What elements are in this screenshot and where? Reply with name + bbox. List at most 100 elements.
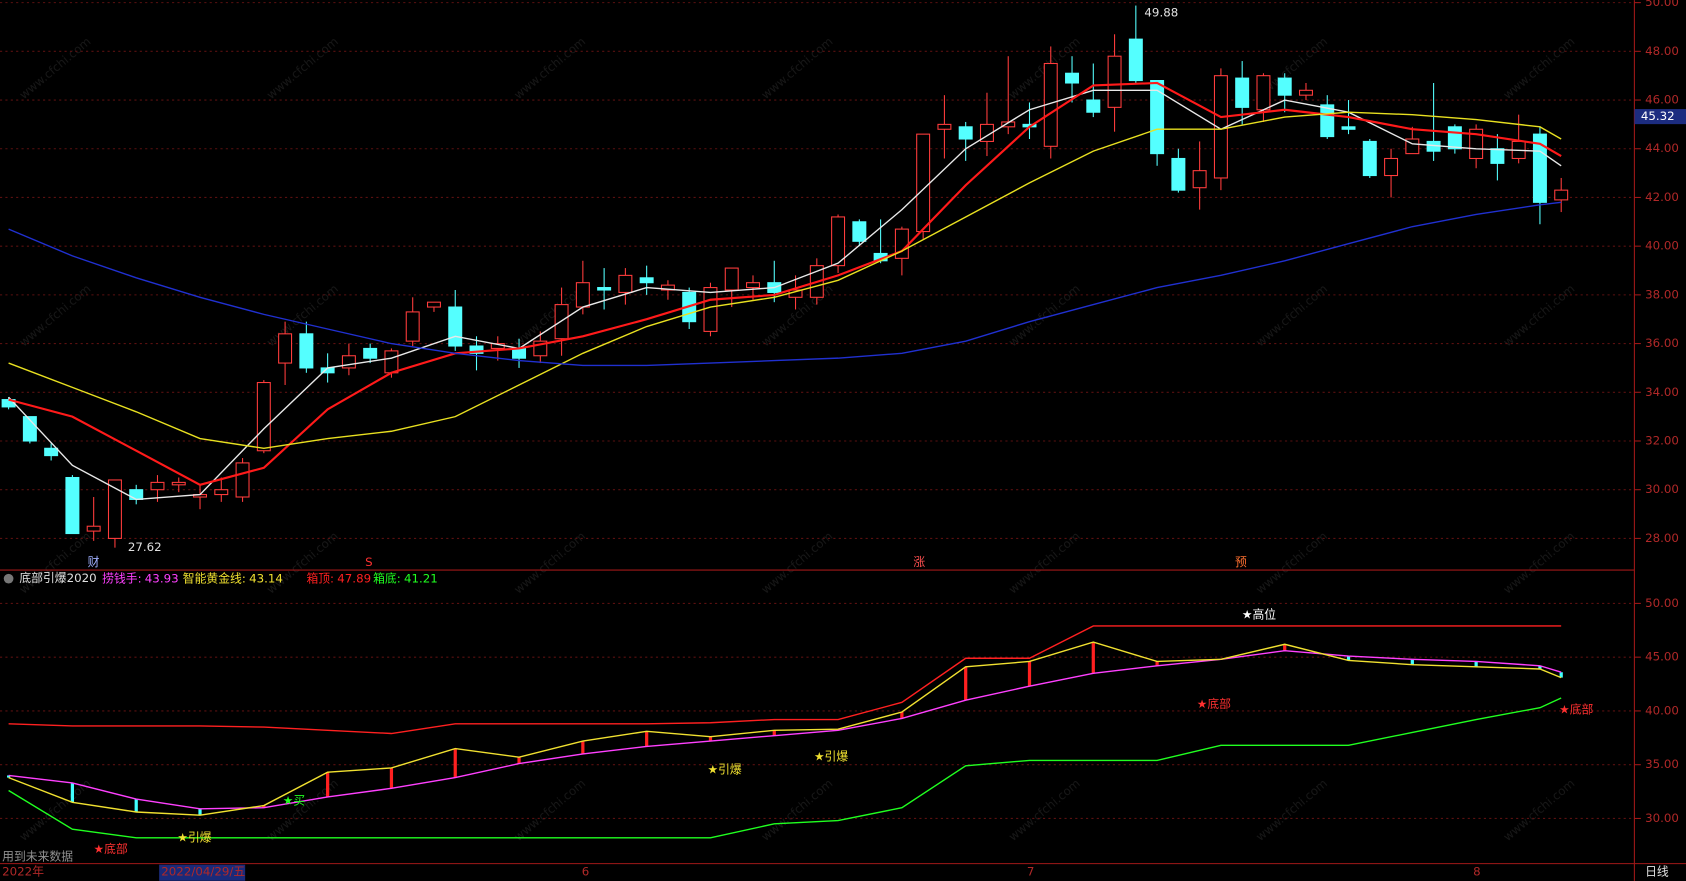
candle-body — [660, 284, 675, 291]
x-axis-label: 2022/04/29/五 — [161, 865, 245, 879]
candle-body — [639, 277, 654, 284]
candle-body — [214, 489, 229, 496]
event-marker: S — [365, 555, 373, 569]
annotation: ★引爆 — [708, 763, 742, 777]
candle-body — [958, 126, 973, 140]
candle-body — [129, 489, 144, 500]
candle-body — [363, 347, 378, 359]
candle-body — [469, 345, 484, 354]
candle-body — [894, 228, 909, 259]
x-axis-label: 7 — [1027, 865, 1035, 879]
legend-value: 41.21 — [404, 571, 438, 585]
candle-body — [597, 287, 612, 291]
indicator-line — [8, 650, 1562, 810]
indicator-line — [8, 89, 1562, 501]
price-box — [1634, 109, 1686, 125]
candle-body — [703, 287, 718, 332]
date-highlight — [159, 864, 246, 881]
candle-body — [384, 350, 399, 374]
candle-body — [1235, 77, 1250, 108]
legend-value: 47.89 — [337, 571, 371, 585]
candle-body — [1362, 140, 1377, 177]
candle-body — [107, 479, 122, 539]
candle-body — [426, 301, 441, 308]
y-tick-label: 35.00 — [1645, 757, 1679, 771]
candle-body — [341, 355, 356, 369]
indicator-line — [8, 201, 1562, 367]
candle-body — [1107, 55, 1122, 108]
price-label: 45.32 — [1641, 109, 1675, 123]
y-tick-label: 45.00 — [1645, 650, 1679, 664]
candle-body — [235, 462, 250, 498]
candle-body — [1086, 99, 1101, 113]
low-label: 27.62 — [128, 540, 162, 554]
annotation: ★买 — [283, 794, 306, 808]
candle-body — [724, 267, 739, 291]
candle-body — [1554, 189, 1569, 201]
candle-body — [405, 311, 420, 342]
legend-entry: 智能黄金线: 43.14 — [183, 571, 283, 585]
indicator-line — [8, 111, 1562, 450]
indicator-line — [8, 697, 1562, 839]
y-tick-label: 40.00 — [1645, 239, 1679, 253]
candle-body — [299, 333, 314, 369]
candle-body — [1490, 148, 1505, 164]
legend-value: 43.14 — [249, 571, 283, 585]
candle-body — [44, 447, 59, 457]
x-axis-label: 2022年 — [2, 865, 44, 879]
candle-body — [1065, 72, 1080, 84]
legend-name: 箱顶: — [306, 571, 334, 585]
annotation: ★底部 — [1197, 697, 1231, 711]
legend-entry: 捞钱手: 43.93 — [102, 571, 178, 585]
indicator-line — [8, 81, 1562, 486]
candle-body — [575, 282, 590, 308]
legend-entry: 箱顶: 47.89 — [306, 571, 371, 585]
y-tick-label: 44.00 — [1645, 141, 1679, 155]
y-tick-label: 48.00 — [1645, 44, 1679, 58]
candle-body — [746, 282, 760, 289]
candle-body — [831, 216, 846, 267]
candle-body — [150, 481, 165, 491]
candle-body — [1320, 104, 1335, 138]
event-marker: 涨 — [913, 555, 925, 569]
event-marker: 预 — [1235, 555, 1247, 569]
candle-body — [1384, 157, 1399, 177]
candle-body — [618, 274, 633, 293]
candle-body — [1447, 126, 1462, 150]
candle-body — [256, 382, 271, 452]
legend-name: 捞钱手: — [102, 571, 141, 585]
candle-body — [86, 525, 101, 532]
candle-body — [1150, 80, 1165, 155]
candle-body — [1469, 128, 1484, 160]
candle-body — [937, 123, 952, 130]
candle-body — [1256, 75, 1271, 111]
y-tick-label: 42.00 — [1645, 190, 1679, 204]
candle-body — [852, 221, 867, 242]
candle-body — [1277, 77, 1292, 96]
annotation: ★引爆 — [177, 830, 211, 844]
candle-body — [1171, 157, 1186, 191]
high-label: 49.88 — [1144, 6, 1178, 20]
y-tick-label: 30.00 — [1645, 482, 1679, 496]
legend-value: 43.93 — [145, 571, 179, 585]
y-tick-label: 36.00 — [1645, 336, 1679, 350]
y-tick-label: 40.00 — [1645, 703, 1679, 717]
y-tick-label: 50.00 — [1645, 596, 1679, 610]
annotation: 用到未来数据 — [2, 850, 73, 864]
y-tick-label: 46.00 — [1645, 93, 1679, 107]
annotation: ★底部 — [1559, 702, 1593, 716]
indicator-line — [8, 641, 1562, 816]
legend-name: 箱底: — [373, 571, 401, 585]
candle-body — [171, 481, 186, 486]
candle-body — [1192, 170, 1207, 189]
candle-body — [448, 306, 463, 347]
indicator-title: 底部引爆2020 — [19, 571, 96, 585]
y-tick-label: 34.00 — [1645, 385, 1679, 399]
candle-body — [916, 133, 931, 233]
legend-name: 智能黄金线: — [183, 571, 246, 585]
x-axis-label: 6 — [582, 865, 590, 879]
annotation: ★引爆 — [814, 750, 848, 764]
x-axis-label: 8 — [1473, 865, 1481, 879]
